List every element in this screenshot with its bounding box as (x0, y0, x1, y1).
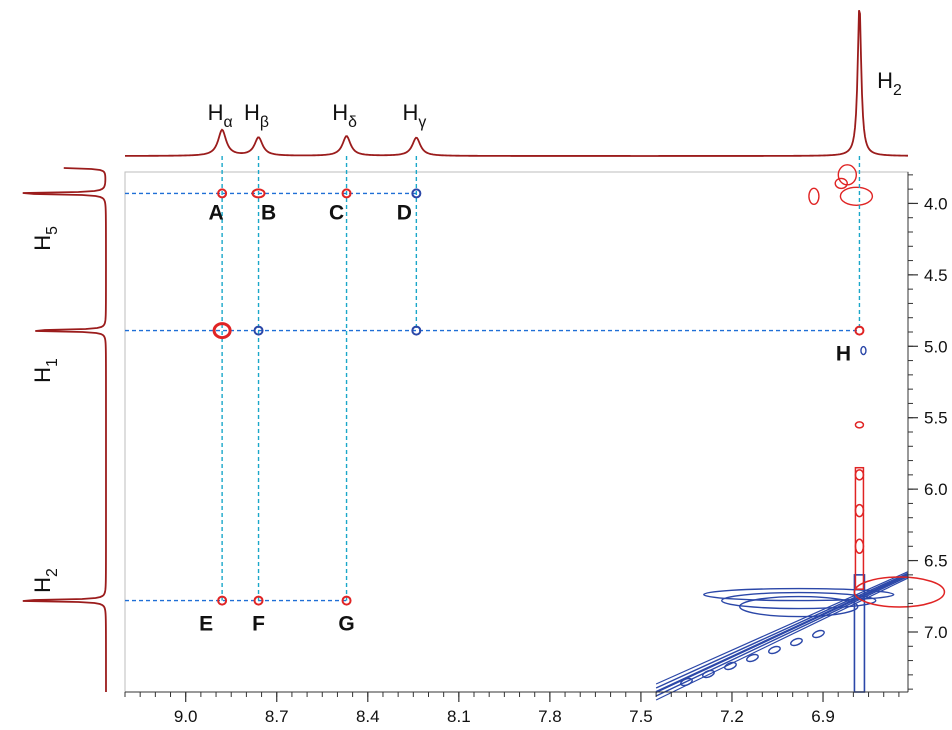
diagonal-contour-1 (655, 573, 909, 693)
y-tick-label: 5.5 (924, 409, 948, 428)
h2-column-blue-contour (853, 574, 866, 693)
left-peak-label-h5: H5 (30, 226, 61, 251)
top-peak-label-h-: Hβ (244, 100, 269, 131)
h2-column-red-contour-3 (854, 538, 865, 555)
h5-region-contour-2 (808, 187, 820, 205)
h2-column-red-contour-2 (854, 503, 865, 518)
diagonal-blob-contour (768, 645, 781, 655)
top-peak-label-h2: H2 (877, 68, 902, 99)
x-tick-label: 8.4 (356, 707, 380, 726)
y-tick-label: 4.0 (924, 194, 948, 213)
x-tick-label: 9.0 (174, 707, 198, 726)
diagonal-lobe-contour-0 (703, 587, 895, 602)
cross-peak-g (341, 595, 352, 606)
h2-column-red-contour-1 (854, 469, 865, 481)
diagonal-blob-contour (680, 677, 693, 687)
cross-peak-h (854, 325, 865, 336)
h2-column-red-band (854, 466, 865, 590)
y-tick-label: 6.0 (924, 480, 948, 499)
peak-letter-e: E (199, 613, 213, 636)
cross-peak-e (217, 595, 228, 606)
h2-column-red-contour-4 (853, 576, 946, 608)
cross-peak-unlabeled-4 (212, 322, 232, 340)
x-tick-label: 8.1 (447, 707, 471, 726)
cross-peak-c (341, 188, 352, 199)
h5-region-contour-1 (839, 186, 874, 206)
diagonal-blob-contour (702, 669, 715, 679)
cross-peak-layer (212, 188, 865, 606)
top-peak-label-h-: Hα (208, 100, 233, 131)
guide-lines (125, 156, 861, 602)
plot-frame (124, 171, 909, 693)
peak-letter-c: C (329, 201, 344, 224)
y-tick-label: 7.0 (924, 623, 948, 642)
diagonal-contour-2 (655, 575, 909, 697)
cross-peak-d (411, 188, 422, 199)
y-tick-label: 4.5 (924, 266, 948, 285)
cross-peak-unlabeled-5 (253, 325, 264, 336)
peak-letter-b: B (261, 201, 276, 224)
diagonal-blob-contour (812, 629, 825, 639)
cross-peak-unlabeled-6 (411, 325, 422, 336)
peak-letter-d: D (397, 201, 412, 224)
top-projection-trace (124, 10, 909, 157)
diagonal-lobe-contour-2 (739, 595, 859, 618)
h2-column-red-contour-0 (854, 421, 865, 429)
cross-peak-a (217, 188, 228, 199)
cross-peak-f (253, 595, 264, 606)
x-tick-label: 6.9 (811, 707, 835, 726)
h5-region-contour-3 (834, 177, 848, 190)
contour-layer (655, 164, 946, 701)
top-projection-spectrum: Hα Hβ Hδ Hγ H2 (124, 10, 909, 157)
x-tick-label: 7.5 (629, 707, 653, 726)
x-tick-label: 8.7 (265, 707, 289, 726)
diagonal-lobe-contour-1 (721, 591, 877, 610)
peak-labels: A B C D H E F G (199, 201, 851, 635)
small-blue-contour (860, 345, 867, 356)
diagonal-blob-contour (746, 653, 759, 663)
x-tick-label: 7.8 (538, 707, 562, 726)
cross-peak-b (251, 188, 266, 199)
left-projection-trace (22, 167, 107, 692)
x-axis: 9.0 8.7 8.4 8.1 7.8 7.5 7.2 6.9 (124, 691, 908, 726)
y-tick-label: 6.5 (924, 552, 948, 571)
diagonal-blob-contour (724, 661, 737, 671)
y-tick-label: 5.0 (924, 337, 948, 356)
left-peak-label-h2: H2 (30, 568, 61, 593)
left-projection-spectrum: H5 H1 H2 (22, 167, 107, 692)
peak-letter-a: A (209, 201, 224, 224)
top-peak-label-h-: Hδ (332, 100, 357, 131)
peak-letter-g: G (338, 613, 354, 636)
peak-letter-f: F (252, 613, 265, 636)
y-axis: 4.0 4.5 5.0 5.5 6.0 6.5 7.0 (907, 172, 948, 692)
diagonal-contour-0 (655, 572, 909, 689)
top-peak-label-h-: Hγ (402, 100, 426, 131)
x-tick-label: 7.2 (720, 707, 744, 726)
diagonal-blob-contour (790, 637, 803, 647)
left-peak-label-h1: H1 (30, 358, 61, 383)
peak-letter-h: H (836, 343, 851, 366)
